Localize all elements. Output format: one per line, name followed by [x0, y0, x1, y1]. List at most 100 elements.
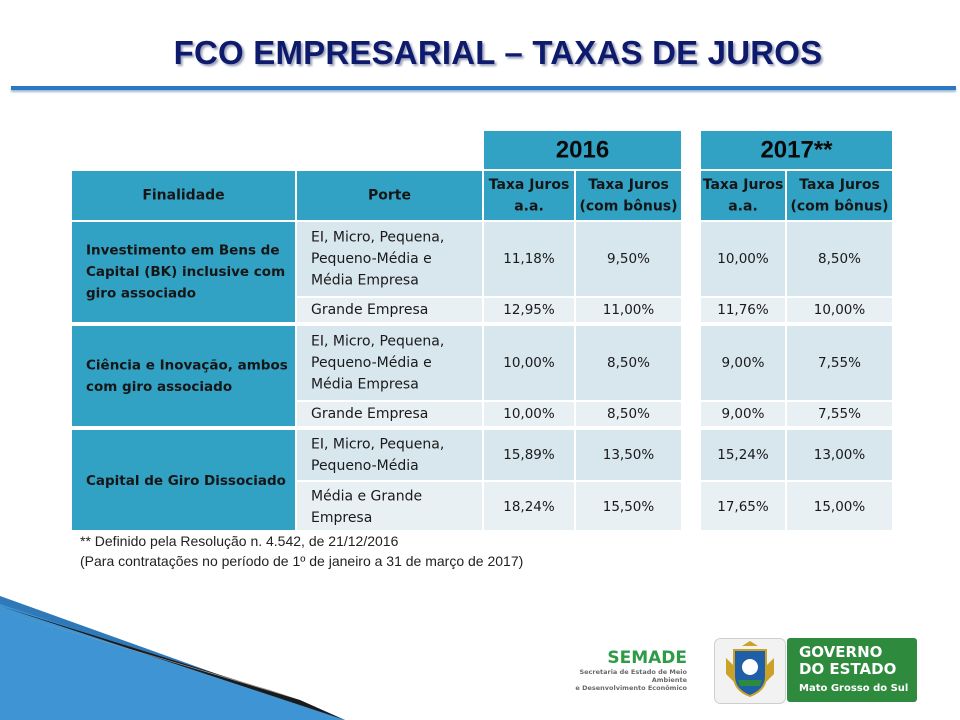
gov-line-1: GOVERNO	[799, 643, 883, 661]
header-taxa-aa-2016-text: a.a.	[514, 198, 544, 214]
value-2016-aa: 11,18%	[503, 251, 555, 267]
value-2016-aa-cell	[484, 222, 574, 296]
value-2017-aa: 9,00%	[722, 355, 765, 371]
value-2016-bonus-cell	[576, 430, 681, 480]
value-2017-aa-cell	[701, 326, 785, 400]
value-2017-bonus-cell	[787, 222, 892, 296]
header-finalidade-text: Finalidade	[142, 188, 224, 204]
value-2017-aa: 9,00%	[722, 406, 765, 422]
value-2017-aa-cell	[701, 430, 785, 480]
value-2017-bonus-cell	[787, 298, 892, 322]
value-2017-bonus-cell	[787, 430, 892, 480]
value-2017-aa-cell	[701, 298, 785, 322]
value-2016-aa: 12,95%	[503, 302, 555, 318]
value-2016-aa-cell	[484, 482, 574, 530]
porte-text: Média e Grande	[311, 488, 422, 504]
header-finalidade	[72, 171, 295, 220]
header-taxa-aa-2017-text: Taxa Juros	[703, 177, 784, 193]
value-2017-aa-cell	[701, 482, 785, 530]
value-2016-aa: 15,89%	[503, 447, 555, 463]
value-2016-aa: 10,00%	[503, 355, 555, 371]
value-2017-aa: 17,65%	[717, 499, 769, 515]
porte-cell	[297, 326, 482, 400]
value-2017-bonus: 10,00%	[814, 302, 866, 318]
header-taxa-bonus-2017-text: (com bônus)	[790, 198, 888, 214]
value-2016-bonus: 9,50%	[607, 251, 650, 267]
year-label-2017: 2017**	[760, 136, 833, 163]
header-porte	[297, 171, 482, 220]
header-taxa-aa-2017	[701, 171, 785, 220]
value-2017-aa-cell	[701, 222, 785, 296]
value-2017-aa-cell	[701, 402, 785, 426]
header-taxa-bonus-2017-text: Taxa Juros	[799, 177, 880, 193]
finalidade-text: giro associado	[86, 286, 196, 302]
title-underline	[11, 86, 956, 90]
year-header-2017	[701, 131, 892, 169]
state-crest-icon	[714, 638, 786, 704]
porte-text: Grande Empresa	[311, 406, 428, 422]
value-2016-aa: 10,00%	[503, 406, 555, 422]
gov-line-3: Mato Grosso do Sul	[799, 683, 909, 694]
gov-line-2: DO ESTADO	[799, 660, 897, 678]
value-2016-bonus: 15,50%	[603, 499, 655, 515]
finalidade-text: Capital de Giro Dissociado	[86, 473, 286, 489]
finalidade-text: Investimento em Bens de	[86, 243, 280, 259]
header-taxa-aa-2017-text: a.a.	[728, 198, 758, 214]
value-2016-aa: 18,24%	[503, 499, 555, 515]
value-2017-bonus: 15,00%	[814, 499, 866, 515]
finalidade-cell	[72, 222, 295, 322]
porte-cell	[297, 298, 482, 322]
header-porte-text: Porte	[368, 188, 411, 204]
value-2017-aa: 15,24%	[717, 447, 769, 463]
porte-text: Pequeno-Média	[311, 458, 419, 474]
value-2017-bonus: 13,00%	[814, 447, 866, 463]
finalidade-cell	[72, 430, 295, 530]
value-2016-bonus: 8,50%	[607, 406, 650, 422]
value-2017-aa: 10,00%	[717, 251, 769, 267]
government-logo: GOVERNO DO ESTADO Mato Grosso do Sul	[787, 638, 917, 702]
finalidade-text: com giro associado	[86, 379, 232, 395]
value-2017-bonus: 7,55%	[818, 355, 861, 371]
finalidade-text: Ciência e Inovação, ambos	[86, 357, 288, 373]
header-taxa-aa-2016	[484, 171, 574, 220]
value-2016-aa-cell	[484, 326, 574, 400]
footnote: ** Definido pela Resolução n. 4.542, de …	[80, 531, 523, 571]
semade-sub-1: Secretaria de Estado de Meio Ambiente	[579, 668, 687, 684]
value-2016-bonus-cell	[576, 482, 681, 530]
header-taxa-bonus-2016-text: Taxa Juros	[588, 177, 669, 193]
year-header-2016	[484, 131, 681, 169]
value-2017-bonus-cell	[787, 482, 892, 530]
semade-logo: SEMADE Secretaria de Estado de Meio Ambi…	[545, 648, 687, 692]
value-2016-aa-cell	[484, 402, 574, 426]
value-2017-bonus: 7,55%	[818, 406, 861, 422]
porte-text: Média Empresa	[311, 273, 419, 289]
value-2016-bonus-cell	[576, 298, 681, 322]
porte-text: EI, Micro, Pequena,	[311, 436, 444, 452]
rates-table: 2016 2017** Finalidade Porte Taxa Juros a.a. T…	[72, 131, 892, 530]
porte-text: Grande Empresa	[311, 302, 428, 318]
semade-name: SEMADE	[607, 648, 687, 668]
finalidade-text: Capital (BK) inclusive com	[86, 264, 285, 280]
value-2016-bonus-cell	[576, 326, 681, 400]
value-2017-aa: 11,76%	[717, 302, 769, 318]
semade-sub-2: e Desenvolvimento Econômico	[575, 684, 687, 692]
porte-cell	[297, 402, 482, 426]
finalidade-cell	[72, 326, 295, 426]
value-2016-aa-cell	[484, 430, 574, 480]
slide-title: FCO EMPRESARIAL – TAXAS DE JUROS	[173, 34, 823, 71]
header-taxa-bonus-2016-text: (com bônus)	[579, 198, 677, 214]
value-2016-bonus: 8,50%	[607, 355, 650, 371]
year-label-2016: 2016	[556, 136, 609, 163]
value-2016-aa-cell	[484, 298, 574, 322]
value-2016-bonus: 11,00%	[603, 302, 655, 318]
porte-text: Média Empresa	[311, 377, 419, 393]
value-2016-bonus-cell	[576, 222, 681, 296]
porte-text: Pequeno-Média e	[311, 251, 432, 267]
value-2017-bonus-cell	[787, 326, 892, 400]
header-taxa-bonus-2016	[576, 171, 681, 220]
porte-text: EI, Micro, Pequena,	[311, 230, 444, 246]
porte-cell	[297, 430, 482, 480]
value-2016-bonus: 13,50%	[603, 447, 655, 463]
footnote-line-1: ** Definido pela Resolução n. 4.542, de …	[80, 533, 399, 549]
